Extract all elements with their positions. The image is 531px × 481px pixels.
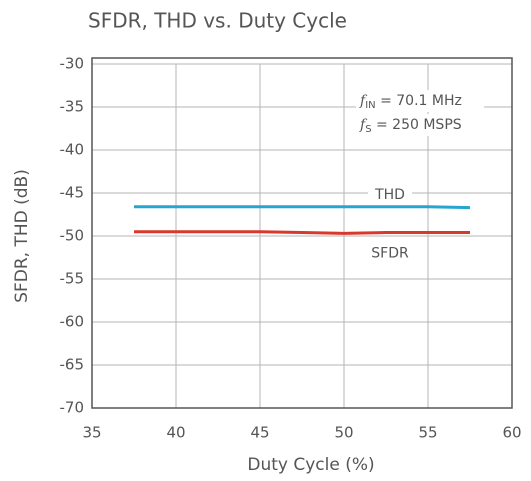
annotation: fIN = 70.1 MHz (359, 93, 462, 111)
x-tick-label: 45 (250, 424, 269, 442)
y-tick-label: -70 (60, 399, 85, 417)
annotation-symbol: f (359, 117, 368, 133)
annotation-subscript: S (365, 124, 371, 135)
y-tick-label: -35 (60, 98, 85, 116)
y-tick-label: -50 (60, 227, 85, 245)
x-tick-label: 55 (418, 424, 437, 442)
x-tick-label: 35 (82, 424, 101, 442)
annotation-text: = 70.1 MHz (376, 93, 462, 109)
y-tick-label: -55 (60, 270, 85, 288)
y-tick-label: -40 (60, 141, 85, 159)
y-tick-label: -45 (60, 184, 85, 202)
plot-border (91, 57, 513, 409)
annotation-subscript: IN (365, 100, 375, 111)
label-bg (368, 185, 412, 204)
annotation-bg (356, 114, 484, 136)
annotation-bg (356, 90, 484, 112)
y-tick-label: -30 (60, 55, 85, 73)
series-line (134, 205, 471, 210)
annotation: fS = 250 MSPS (359, 117, 462, 135)
series-label: SFDR (371, 245, 409, 261)
series-line (134, 230, 470, 235)
x-tick-label: 50 (334, 424, 353, 442)
annotation-symbol: f (359, 93, 368, 109)
y-tick-label: -60 (60, 313, 85, 331)
annotation-text: = 250 MSPS (372, 117, 462, 133)
y-axis-label: SFDR, THD (dB) (12, 169, 32, 303)
x-axis-label: Duty Cycle (%) (247, 455, 374, 475)
chart-title: SFDR, THD vs. Duty Cycle (88, 9, 347, 33)
x-tick-label: 60 (502, 424, 521, 442)
series-label: THD (374, 187, 405, 203)
x-tick-label: 40 (166, 424, 185, 442)
y-tick-label: -65 (60, 356, 85, 374)
